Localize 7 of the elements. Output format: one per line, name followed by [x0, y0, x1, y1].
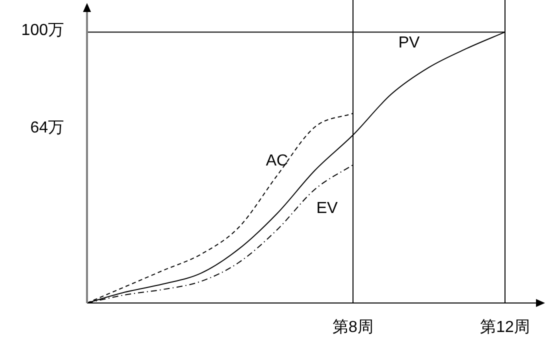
y-tick-label: 64万: [30, 120, 64, 137]
series-label: AC: [266, 152, 288, 170]
x-tick-label: 第12周: [480, 319, 530, 336]
series-label: EV: [316, 200, 338, 218]
x-tick-label: 第8周: [332, 319, 374, 336]
y-tick-label: 100万: [21, 22, 64, 40]
series-label: PV: [398, 34, 420, 52]
